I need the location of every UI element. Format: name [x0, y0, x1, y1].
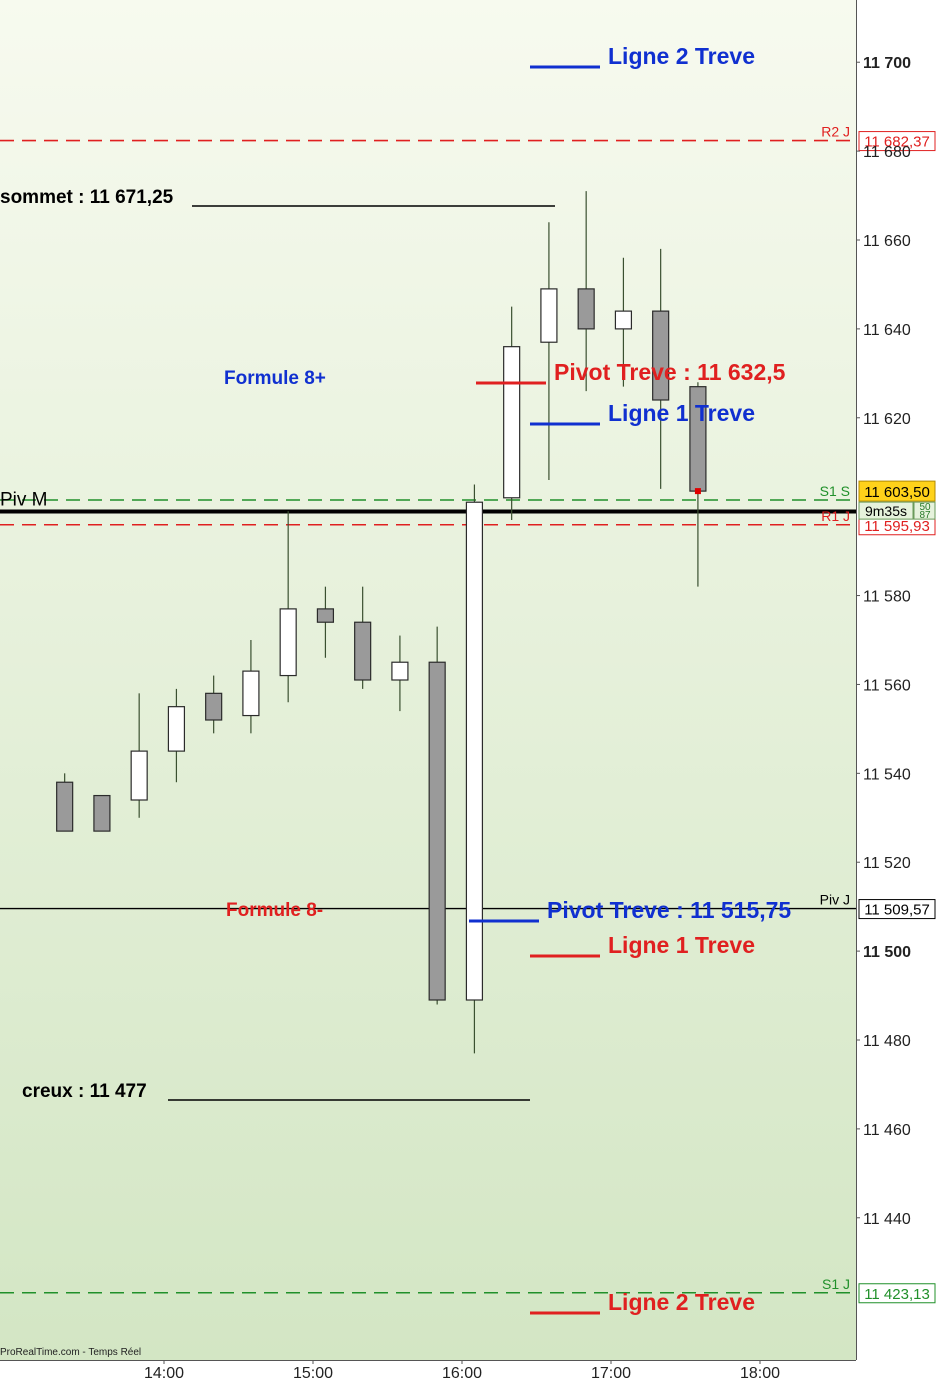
candle[interactable]: [391, 635, 409, 712]
candle-body: [428, 661, 446, 1001]
watermark: ProRealTime.com - Temps Réel: [0, 1347, 141, 1358]
level-name-r2-j: R2 J: [821, 124, 850, 140]
partial-b: 87: [919, 510, 931, 521]
level-name-r1-j: R1 J: [821, 508, 850, 524]
last-price-marker: [694, 488, 701, 495]
candle-body: [205, 692, 223, 721]
candle[interactable]: [540, 222, 558, 480]
candle[interactable]: [316, 586, 335, 658]
y-tick-label: 11 460: [863, 1122, 911, 1139]
y-tick-label: 11 540: [863, 766, 911, 783]
candle[interactable]: [614, 257, 633, 387]
level-name-s1-s: S1 S: [820, 483, 850, 499]
timer-value: 9m35s: [865, 503, 907, 519]
y-tick-label: 11 520: [863, 855, 911, 872]
partial-a: 50: [919, 502, 931, 513]
candle[interactable]: [205, 675, 223, 734]
candle-body: [652, 310, 670, 401]
candle-body: [614, 310, 633, 330]
level-name-s1-j: S1 J: [822, 1276, 850, 1292]
ligne2-top-label: Ligne 2 Treve: [608, 43, 755, 69]
candle-body: [242, 670, 260, 717]
pivot-red-label: Pivot Treve : 11 632,5: [554, 359, 786, 385]
y-tick-label: 11 700: [863, 55, 911, 72]
level-value-r1-j: 11 595,93: [864, 518, 930, 535]
level-badge-piv-j: [858, 899, 936, 920]
candle-body: [279, 608, 297, 677]
candle-body: [503, 346, 521, 499]
ligne2-bottom-label: Ligne 2 Treve: [608, 1289, 755, 1315]
level-value-piv-j: 11 509,57: [864, 902, 930, 919]
candle-body: [130, 750, 148, 801]
partial-badge: [913, 501, 936, 520]
y-tick-label: 11 680: [863, 144, 911, 161]
candle-body: [465, 501, 484, 1001]
level-value-r2-j: 11 682,37: [864, 134, 930, 151]
sommet-label: sommet : 11 671,25: [0, 187, 174, 208]
pivot-blue-label: Pivot Treve : 11 515,75: [547, 897, 791, 923]
candle[interactable]: [242, 640, 260, 734]
candle[interactable]: [354, 586, 372, 689]
candle-body: [316, 608, 335, 623]
level-badge-r2-j: [858, 131, 936, 152]
y-tick-label: 11 640: [863, 322, 911, 339]
y-tick-label: 11 660: [863, 233, 911, 250]
level-badge-s1-j: [858, 1283, 936, 1304]
x-tick-label: 17:00: [591, 1365, 631, 1382]
y-tick-label: 11 580: [863, 589, 911, 606]
candle-body: [577, 288, 595, 330]
current-price-value: 11 603,50: [864, 484, 930, 501]
candle-body: [354, 621, 372, 681]
candle[interactable]: [130, 693, 148, 818]
x-tick-label: 15:00: [293, 1365, 333, 1382]
candle[interactable]: [167, 688, 186, 783]
candle[interactable]: [56, 773, 74, 832]
candle[interactable]: [428, 626, 446, 1005]
y-tick-label: 11 480: [863, 1033, 911, 1050]
x-tick-label: 16:00: [442, 1365, 482, 1382]
ligne1-red-label: Ligne 1 Treve: [608, 932, 755, 958]
y-tick-label: 11 620: [863, 411, 911, 428]
candle[interactable]: [279, 511, 297, 703]
candle-body: [391, 661, 409, 681]
candle-body: [56, 781, 74, 832]
y-tick-label: 11 440: [863, 1211, 911, 1228]
current-price-badge: [858, 480, 936, 502]
candle[interactable]: [577, 191, 595, 392]
y-tick-label: 11 560: [863, 677, 911, 694]
level-value-s1-j: 11 423,13: [864, 1286, 930, 1303]
candle-body: [167, 706, 186, 752]
formule-minus-label: Formule 8-: [226, 900, 323, 921]
piv-m-label: Piv M: [0, 490, 48, 511]
candle-body: [540, 288, 558, 343]
level-name-piv-j: Piv J: [820, 892, 850, 908]
candle[interactable]: [652, 248, 670, 489]
formule-plus-label: Formule 8+: [224, 368, 326, 389]
y-tick-label: 11 500: [863, 944, 911, 961]
creux-label: creux : 11 477: [22, 1081, 147, 1102]
candle[interactable]: [93, 794, 111, 832]
ligne1-blue-label: Ligne 1 Treve: [608, 400, 755, 426]
x-tick-label: 14:00: [144, 1365, 184, 1382]
timer-badge: [858, 501, 914, 520]
candle[interactable]: [465, 484, 484, 1054]
x-tick-label: 18:00: [740, 1365, 780, 1382]
candle-body: [93, 794, 111, 832]
